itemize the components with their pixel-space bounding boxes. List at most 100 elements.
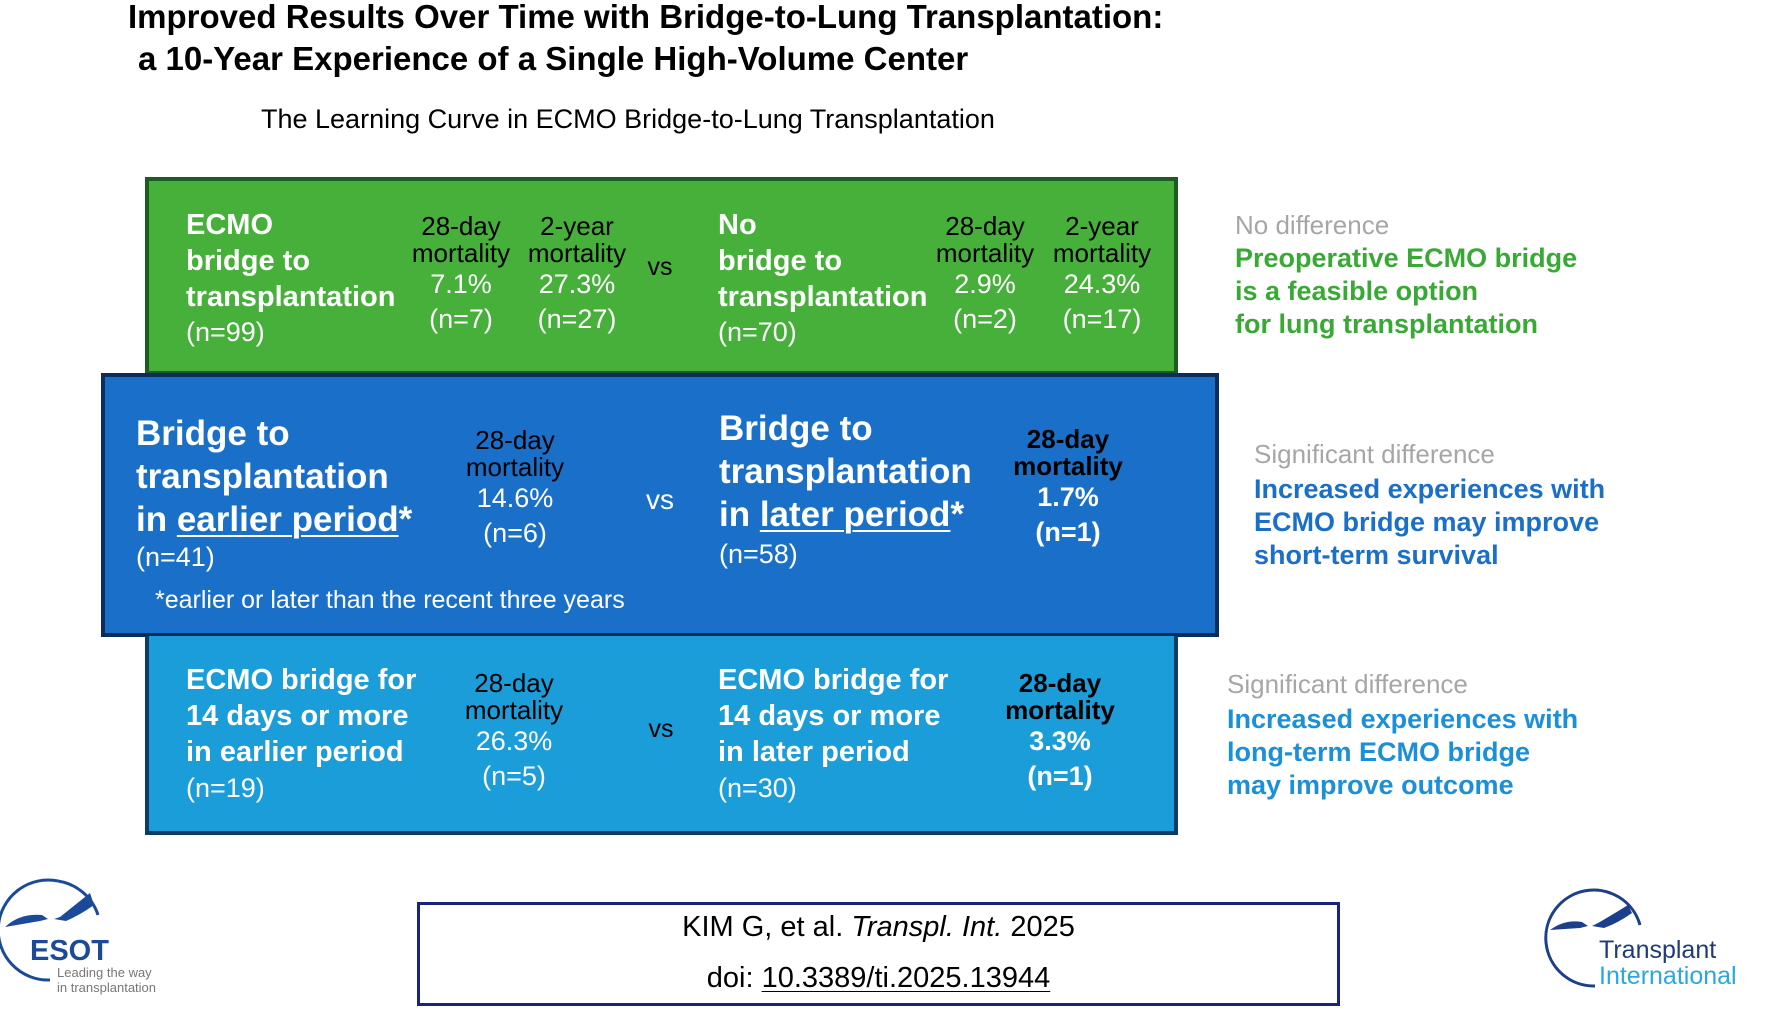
mortality-value: 24.3%	[1063, 269, 1141, 299]
citation-line: KIM G, et al. Transpl. Int. 2025	[417, 910, 1340, 944]
row3-left-l1: ECMO bridge for	[186, 664, 417, 696]
row2-right-l3: in later period*	[719, 493, 964, 536]
ti-wordmark-1: Transplant	[1599, 936, 1717, 964]
row3-right-l3: in later period	[718, 736, 910, 768]
row2-right-l2: transplantation	[719, 452, 972, 491]
mortality-n: (n=27)	[537, 304, 617, 334]
mortality-n: (n=1)	[1035, 517, 1101, 547]
row1-left-l3: transplantation	[186, 281, 396, 313]
mortality-value: 3.3%	[1029, 726, 1091, 756]
col-header: 2-year	[1065, 211, 1139, 241]
row2-left-col-28day: 28-day mortality 14.6% (n=6)	[415, 427, 615, 551]
mortality-value: 14.6%	[476, 483, 554, 513]
col-header: 28-day	[945, 211, 1025, 241]
row1-left-l2: bridge to	[186, 245, 311, 277]
row1-right-col-28day: 28-day mortality 2.9% (n=2)	[885, 213, 1085, 337]
row1-note-l1: Preoperative ECMO bridge	[1235, 243, 1578, 273]
row1-right-l1: No	[718, 209, 757, 241]
mortality-n: (n=6)	[483, 518, 547, 548]
col-header: mortality	[411, 238, 511, 268]
row1-note-l2: is a feasible option	[1235, 276, 1479, 306]
row2-note-label: Significant difference	[1254, 439, 1495, 469]
col-header: 2-year	[540, 211, 614, 241]
row3-note-label: Significant difference	[1227, 669, 1468, 699]
row1-right-l3: transplantation	[718, 281, 928, 313]
citation-journal: Transpl. Int.	[851, 911, 1003, 943]
mortality-n: (n=2)	[953, 304, 1017, 334]
subtitle: The Learning Curve in ECMO Bridge-to-Lun…	[261, 104, 995, 134]
mortality-n: (n=1)	[1027, 761, 1093, 791]
row3-left-col-28day: 28-day mortality 26.3% (n=5)	[414, 670, 614, 794]
asterisk: *	[398, 500, 413, 539]
text: in	[136, 500, 177, 539]
row1-note-label: No difference	[1235, 210, 1390, 240]
citation-box	[417, 902, 1340, 1006]
row1-left-n: (n=99)	[186, 317, 265, 347]
row1-note-l3: for lung transplantation	[1235, 309, 1538, 339]
row1-right-n: (n=70)	[718, 317, 797, 347]
doi-label: doi:	[706, 962, 762, 994]
underlined-text: earlier period	[176, 500, 399, 539]
row3-vs: vs	[648, 715, 674, 743]
row3-note-l3: may improve outcome	[1227, 770, 1514, 800]
col-header: mortality	[1052, 238, 1152, 268]
mortality-n: (n=5)	[482, 761, 546, 791]
row2-note-l2: ECMO bridge may improve	[1254, 507, 1600, 537]
row2-right-col-28day: 28-day mortality 1.7% (n=1)	[968, 426, 1168, 550]
doi-link[interactable]: 10.3389/ti.2025.13944	[761, 962, 1051, 994]
esot-hands-icon	[0, 878, 100, 982]
esot-tagline-1: Leading the way	[57, 965, 152, 980]
col-header: 28-day	[475, 425, 555, 455]
esot-wordmark: ESOT	[30, 935, 109, 967]
mortality-value: 1.7%	[1037, 482, 1099, 512]
row2-right-l1: Bridge to	[719, 409, 873, 448]
row3-right-col-28day: 28-day mortality 3.3% (n=1)	[960, 670, 1160, 794]
text: in	[719, 495, 760, 534]
row2-note-l1: Increased experiences with	[1254, 474, 1606, 504]
mortality-n: (n=17)	[1062, 304, 1142, 334]
row3-left-l3: in earlier period	[186, 736, 404, 768]
esot-tagline-2: in transplantation	[57, 980, 157, 995]
row1-vs: vs	[647, 253, 673, 281]
row2-vs: vs	[646, 484, 674, 515]
col-header: mortality	[465, 452, 565, 482]
title-line-1: Improved Results Over Time with Bridge-t…	[128, 0, 1164, 35]
row2-blue-panel	[101, 373, 1219, 637]
row3-right-l2: 14 days or more	[718, 700, 941, 732]
row2-left-l2: transplantation	[136, 457, 389, 496]
mortality-value: 26.3%	[475, 726, 553, 756]
col-header: 28-day	[421, 211, 501, 241]
row3-right-n: (n=30)	[718, 773, 797, 803]
row1-right-col-2year: 2-year mortality 24.3% (n=17)	[1002, 213, 1202, 337]
col-header: 28-day	[474, 668, 554, 698]
row1-left-col-28day: 28-day mortality 7.1% (n=7)	[361, 213, 561, 337]
citation-authors: KIM G, et al.	[682, 911, 852, 943]
col-header: mortality	[1013, 451, 1123, 481]
ti-wordmark-2: International	[1599, 962, 1737, 990]
row3-right-l1: ECMO bridge for	[718, 664, 949, 696]
row3-note-l2: long-term ECMO bridge	[1227, 737, 1530, 767]
row1-left-col-2year: 2-year mortality 27.3% (n=27)	[477, 213, 677, 337]
ti-hands-icon	[1544, 888, 1642, 988]
col-header: mortality	[527, 238, 627, 268]
row2-note-l3: short-term survival	[1254, 540, 1499, 570]
citation-year: 2025	[1002, 911, 1075, 943]
row3-left-l2: 14 days or more	[186, 700, 409, 732]
col-header: 28-day	[1018, 668, 1102, 698]
row1-right-l2: bridge to	[718, 245, 843, 277]
row2-footnote: *earlier or later than the recent three …	[155, 586, 625, 614]
row3-left-n: (n=19)	[186, 773, 265, 803]
col-header: mortality	[1005, 695, 1115, 725]
col-header: mortality	[464, 695, 564, 725]
col-header: 28-day	[1026, 424, 1110, 454]
doi-line: doi: 10.3389/ti.2025.13944	[417, 961, 1340, 995]
mortality-n: (n=7)	[429, 304, 493, 334]
underlined-text: later period	[759, 495, 951, 534]
mortality-value: 27.3%	[538, 269, 616, 299]
title-line-2: a 10-Year Experience of a Single High-Vo…	[138, 40, 969, 77]
mortality-value: 2.9%	[954, 269, 1016, 299]
mortality-value: 7.1%	[430, 269, 492, 299]
row3-lightblue-panel	[145, 636, 1178, 835]
row2-right-n: (n=58)	[719, 539, 798, 569]
row1-left-l1: ECMO	[186, 209, 273, 241]
